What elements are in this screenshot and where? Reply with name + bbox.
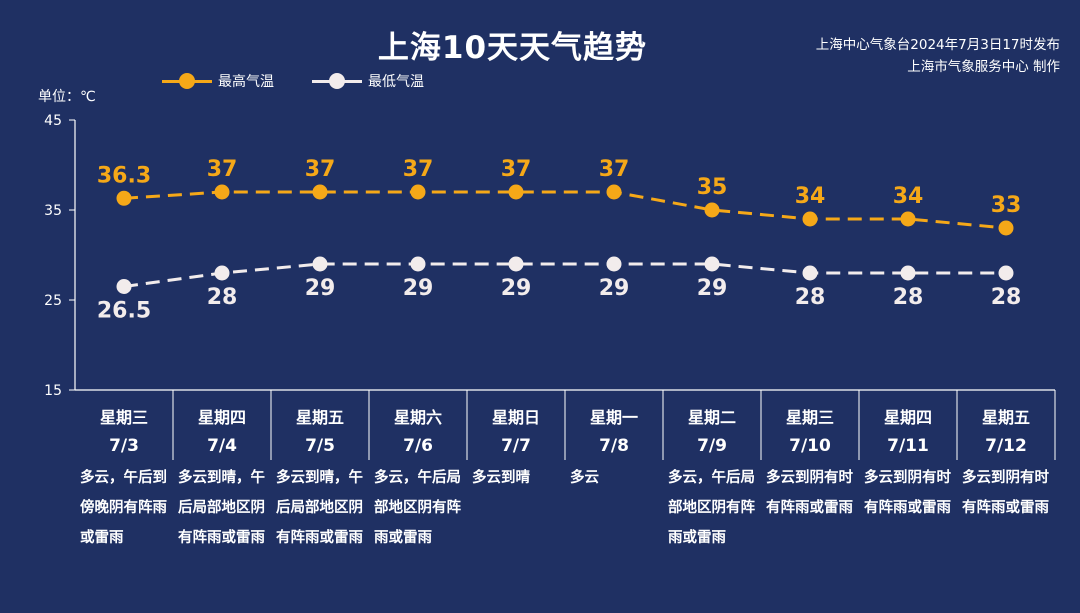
high-temp-point [704,202,720,218]
high-temp-label: 37 [599,157,630,182]
weather-description: 多云到晴，午后局部地区阴有阵雨或雷雨 [178,470,265,546]
date-label: 7/12 [985,436,1027,456]
day-header: 星期五 7/12 [957,392,1055,456]
y-tick-label: 45 [44,113,62,129]
weekday-label: 星期三 [785,408,834,427]
date-label: 7/9 [697,436,727,456]
chart-title: 上海10天天气趋势 [377,30,648,66]
date-label: 7/11 [887,436,929,456]
weather-description: 多云到阴有时有阵雨或雷雨 [962,470,1049,516]
legend-high-swatch [162,71,212,91]
low-temp-point [998,265,1014,281]
high-temp-label: 34 [795,184,826,209]
day-header: 星期三 7/3 [75,392,173,456]
low-temp-label: 29 [697,276,728,301]
high-temp-label: 37 [305,157,336,182]
high-temp-label: 37 [501,157,532,182]
low-temp-label: 26.5 [97,299,151,324]
weather-description: 多云到阴有时有阵雨或雷雨 [864,470,951,516]
legend-high: 最高气温 [162,71,274,91]
weather-description: 多云到阴有时有阵雨或雷雨 [766,470,853,516]
low-temp-point [508,256,524,272]
y-tick-label: 15 [44,383,62,399]
high-temp-point [214,184,230,200]
high-temp-point [116,190,132,206]
low-temp-point [214,265,230,281]
weather-description: 多云，午后到傍晚阴有阵雨或雷雨 [80,470,167,546]
low-temp-label: 28 [207,285,238,310]
producer-line: 上海市气象服务中心 制作 [907,59,1060,75]
high-temp-label: 33 [991,193,1022,218]
weekday-label: 星期日 [491,408,540,427]
high-temp-point [802,211,818,227]
date-label: 7/5 [305,436,335,456]
y-tick-label: 25 [44,293,62,309]
legend-low-swatch [312,71,362,91]
weather-description: 多云，午后局部地区阴有阵雨或雷雨 [668,470,755,546]
weekday-label: 星期一 [589,408,638,427]
low-temp-point [606,256,622,272]
weather-description: 多云，午后局部地区阴有阵雨或雷雨 [374,470,461,546]
day-header: 星期四 7/4 [173,392,271,456]
weekday-label: 星期六 [393,408,442,427]
low-temp-point [900,265,916,281]
day-header: 星期五 7/5 [271,392,369,456]
low-temp-point [410,256,426,272]
day-header: 星期一 7/8 [565,392,663,456]
high-temp-point [508,184,524,200]
low-temp-point [802,265,818,281]
high-temp-label: 35 [697,175,728,200]
high-temp-label: 37 [403,157,434,182]
day-header: 星期六 7/6 [369,392,467,456]
high-temp-point [998,220,1014,236]
legend-low: 最低气温 [312,71,424,91]
high-temp-label: 37 [207,157,238,182]
legend-high-label: 最高气温 [218,74,274,90]
weather-description: 多云 [570,470,599,486]
high-temp-label: 34 [893,184,924,209]
weekday-label: 星期二 [687,408,736,427]
high-temp-point [900,211,916,227]
date-label: 7/4 [207,436,237,456]
low-temp-label: 28 [991,285,1022,310]
high-temp-line [123,190,1007,230]
weekday-label: 星期四 [197,408,246,427]
weekday-label: 星期五 [295,408,344,427]
legend-low-label: 最低气温 [368,74,424,90]
low-temp-line [123,262,1006,288]
high-temp-label: 36.3 [97,163,151,188]
weather-description: 多云到晴 [472,470,530,486]
low-temp-point [704,256,720,272]
unit-label: 单位：℃ [38,89,96,105]
date-label: 7/7 [501,436,531,456]
date-label: 7/8 [599,436,629,456]
publish-line: 上海中心气象台2024年7月3日17时发布 [815,37,1060,53]
date-label: 7/6 [403,436,433,456]
weekday-label: 星期三 [99,408,148,427]
low-temp-label: 29 [305,276,336,301]
source-info: 上海中心气象台2024年7月3日17时发布 上海市气象服务中心 制作 [816,34,1060,78]
weekday-label: 星期四 [883,408,932,427]
date-label: 7/3 [109,436,139,456]
low-temp-label: 28 [795,285,826,310]
date-label: 7/10 [789,436,831,456]
high-temp-point [606,184,622,200]
low-temp-label: 29 [599,276,630,301]
day-header: 星期四 7/11 [859,392,957,456]
low-temp-label: 28 [893,285,924,310]
day-header: 星期二 7/9 [663,392,761,456]
weekday-label: 星期五 [981,408,1030,427]
weather-description: 多云到晴，午后局部地区阴有阵雨或雷雨 [276,470,363,546]
low-temp-point [312,256,328,272]
high-temp-point [312,184,328,200]
low-temp-label: 29 [403,276,434,301]
low-temp-point [116,279,132,294]
day-header: 星期日 7/7 [467,392,565,456]
day-header: 星期三 7/10 [761,392,859,456]
high-temp-point [410,184,426,200]
y-tick-label: 35 [44,203,62,219]
low-temp-label: 29 [501,276,532,301]
